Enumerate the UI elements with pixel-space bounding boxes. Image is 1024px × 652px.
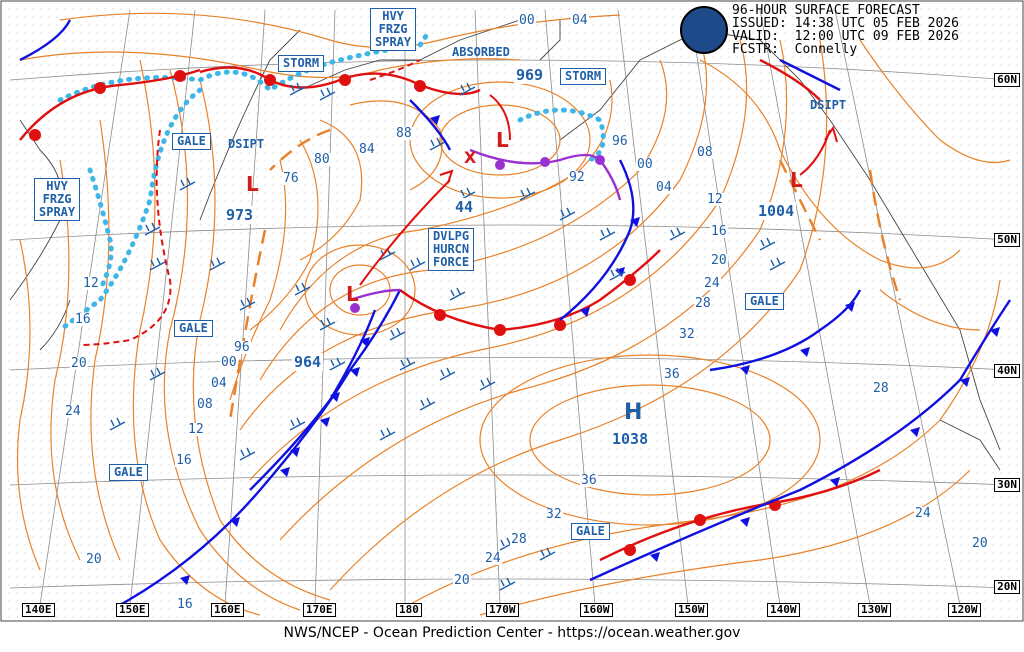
gale-label: GALE [172,133,211,150]
graticule [9,9,1011,606]
isobar-label: 96 [611,134,629,149]
latitude-label: 20N [994,580,1020,594]
low-center-1004: L [790,168,803,192]
latitude-label: 50N [994,233,1020,247]
isobar-label: 92 [568,170,586,185]
header-title: 96-HOUR SURFACE FORECAST [732,3,920,18]
gale-label: GALE [174,320,213,337]
isobar-label: 80 [313,152,331,167]
isobar-label: 24 [64,404,82,419]
latitude-label: 40N [994,364,1020,378]
isobar-label: 84 [358,142,376,157]
isobar-label: 20 [971,536,989,551]
dissipating-tracks [228,128,902,421]
isobar-label: 00 [636,157,654,172]
isobar-label: 20 [70,356,88,371]
longitude-label: 160E [211,603,244,617]
low-center-973: L [246,172,259,196]
isobar-label: 28 [872,381,890,396]
header-valid: VALID: 12:00 UTC 09 FEB 2026 [732,29,959,44]
dissipating-label: DSIPT [228,137,265,151]
isobar-label: 76 [282,171,300,186]
isobar-label: 32 [545,507,563,522]
isobar-label: 12 [187,422,205,437]
isobar-label: 20 [85,552,103,567]
isobar-label: 16 [176,597,194,612]
storm-tracks [359,94,838,286]
hvy-frzg-spray-label: HVY FRZG SPRAY [34,178,81,221]
isobar-label: 20 [453,573,471,588]
isobar-label: 00 [220,355,238,370]
longitude-label: 140E [22,603,55,617]
isobar-label: 36 [580,473,598,488]
isobar-label: 28 [694,296,712,311]
isobar-label: 04 [210,376,228,391]
footer-credit: NWS/NCEP - Ocean Prediction Center - htt… [283,625,741,641]
gale-label: GALE [745,293,784,310]
header-issued: ISSUED: 14:38 UTC 05 FEB 2026 [732,16,959,31]
longitude-label: 130W [858,603,891,617]
longitude-label: 170W [486,603,519,617]
isobar-label: 24 [484,551,502,566]
low-pressure-964: 964 [292,353,324,371]
longitude-label: 180 [396,603,422,617]
isobar-label: 12 [706,192,724,207]
occluded-marks [350,155,605,313]
low-center-964: L [346,282,359,306]
low-center-969: L [496,128,509,152]
storm-label: STORM [560,68,607,85]
gale-label: GALE [109,464,148,481]
longitude-label: 120W [948,603,981,617]
isobar-label: 20 [710,253,728,268]
longitude-label: 170E [303,603,336,617]
forecast-position-marker: X [464,148,477,167]
longitude-label: 140W [767,603,800,617]
storm-label: STORM [278,55,325,72]
low-pressure-969: 969 [514,66,546,84]
gale-label: GALE [571,523,610,540]
longitude-label: 150E [116,603,149,617]
absorbed-label: ABSORBED [452,45,510,59]
high-center-1038: H [624,400,643,425]
isobar-label: 24 [703,276,721,291]
isobar-label: 04 [571,13,589,28]
isobar-label: 12 [82,276,100,291]
latitude-label: 30N [994,478,1020,492]
developing-hurricane-force-label: DVLPG HURCN FORCE [428,228,475,271]
isobar-label: 16 [710,224,728,239]
forecast-header: 96-HOUR SURFACE FORECAST ISSUED: 14:38 U… [732,4,959,56]
wind-barbs [109,82,786,591]
isobar-label: 32 [678,327,696,342]
isobar-label: 16 [74,312,92,327]
isobars [16,12,1011,616]
pressure-44: 44 [453,198,476,216]
low-pressure-1004: 1004 [756,202,797,220]
low-pressure-973: 973 [224,206,256,224]
isobar-label: 96 [233,340,251,355]
ice-boundary [57,27,606,333]
isobar-label: 36 [663,367,681,382]
latitude-label: 60N [994,73,1020,87]
longitude-label: 160W [580,603,613,617]
isobar-label: 00 [518,13,536,28]
isobar-label: 08 [696,145,714,160]
icing-area [79,59,421,346]
dissipating-label: DSIPT [810,98,847,112]
isobar-label: 24 [914,506,932,521]
warm-front-marks [29,70,781,556]
noaa-logo [680,6,728,54]
header-forecaster: FCSTR: Connelly [732,42,858,57]
cold-front-marks [180,115,1000,585]
isobar-label: 08 [196,397,214,412]
longitude-label: 150W [675,603,708,617]
hvy-frzg-spray-label: HVY FRZG SPRAY [370,8,417,51]
high-pressure-1038: 1038 [610,430,651,448]
isobar-label: 28 [510,532,528,547]
isobar-label: 88 [395,126,413,141]
isobar-label: 04 [655,180,673,195]
isobar-label: 16 [175,453,193,468]
